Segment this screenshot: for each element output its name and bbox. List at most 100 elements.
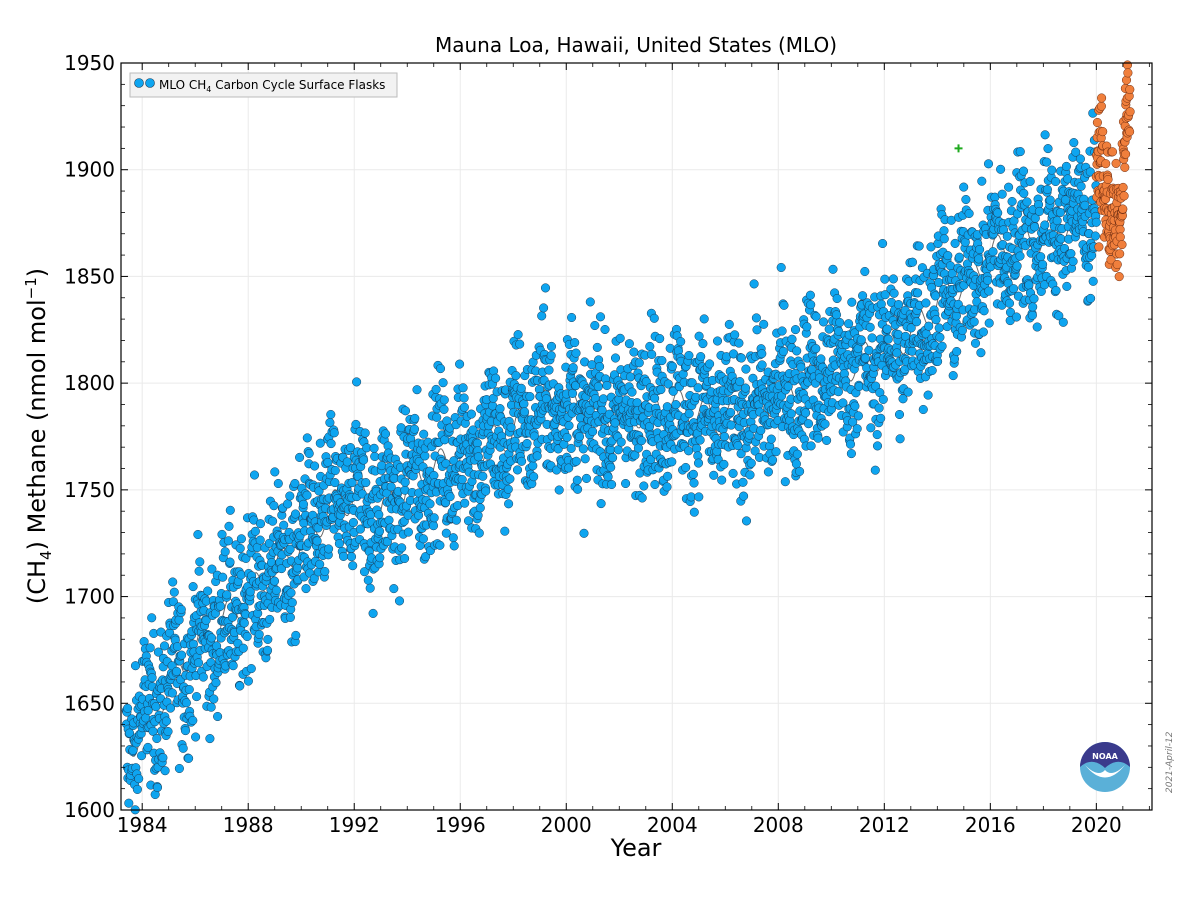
data-point bbox=[342, 457, 352, 467]
data-point bbox=[168, 577, 178, 587]
data-point bbox=[1060, 195, 1071, 205]
data-point bbox=[302, 433, 312, 443]
data-point bbox=[429, 513, 439, 523]
data-point bbox=[610, 418, 620, 428]
data-point bbox=[988, 247, 998, 257]
data-point bbox=[132, 784, 142, 794]
preliminary-point bbox=[1098, 127, 1108, 137]
data-point bbox=[1024, 280, 1034, 290]
data-point bbox=[629, 347, 639, 357]
data-point bbox=[692, 443, 702, 453]
axis-ticks bbox=[121, 62, 1152, 811]
preliminary-point bbox=[1114, 272, 1124, 282]
data-point bbox=[528, 461, 538, 471]
data-point bbox=[766, 434, 776, 444]
preliminary-point bbox=[1103, 174, 1113, 185]
data-point bbox=[567, 312, 577, 323]
data-point bbox=[1042, 157, 1052, 167]
data-point bbox=[1007, 196, 1017, 207]
data-point bbox=[394, 596, 405, 606]
data-point bbox=[950, 238, 960, 248]
data-point bbox=[540, 283, 551, 293]
data-point bbox=[262, 645, 273, 655]
data-point bbox=[143, 742, 153, 752]
data-point bbox=[865, 322, 875, 332]
data-point bbox=[801, 408, 811, 418]
data-point bbox=[935, 332, 945, 342]
data-point bbox=[939, 234, 949, 244]
data-point bbox=[735, 377, 745, 387]
x-axis-label: Year bbox=[610, 834, 662, 862]
noaa-logo: NOAA bbox=[1080, 742, 1130, 792]
data-point bbox=[511, 371, 521, 381]
legend-label-prefix: MLO CH bbox=[159, 78, 206, 92]
data-point bbox=[780, 477, 790, 487]
data-point bbox=[634, 358, 644, 368]
data-point bbox=[880, 274, 890, 284]
data-point bbox=[425, 499, 435, 509]
data-point bbox=[806, 300, 816, 310]
data-point bbox=[1030, 213, 1040, 223]
data-point bbox=[693, 458, 704, 468]
data-point bbox=[914, 241, 924, 251]
data-point bbox=[657, 356, 667, 366]
data-point bbox=[585, 405, 595, 415]
data-point bbox=[176, 604, 186, 615]
data-point bbox=[475, 503, 485, 513]
data-point bbox=[1052, 216, 1062, 226]
data-point bbox=[924, 321, 934, 331]
data-point bbox=[315, 438, 325, 448]
data-point bbox=[1005, 307, 1016, 317]
data-point bbox=[736, 449, 746, 459]
data-point bbox=[468, 425, 478, 435]
data-point bbox=[892, 348, 902, 358]
preliminary-point bbox=[1115, 232, 1125, 242]
data-point bbox=[374, 510, 384, 520]
data-point bbox=[570, 338, 580, 348]
data-point bbox=[571, 456, 581, 466]
data-point bbox=[255, 519, 266, 529]
data-point bbox=[1061, 161, 1071, 171]
data-point bbox=[304, 448, 314, 459]
data-point bbox=[1004, 182, 1014, 192]
data-point bbox=[860, 266, 870, 277]
data-point bbox=[907, 257, 918, 267]
data-point bbox=[588, 426, 598, 437]
data-point bbox=[236, 570, 246, 580]
data-point bbox=[610, 353, 621, 363]
data-point bbox=[898, 394, 908, 404]
x-tick-label: 2016 bbox=[965, 813, 1016, 837]
data-point bbox=[242, 631, 252, 642]
data-point bbox=[441, 459, 451, 469]
data-point bbox=[269, 576, 280, 586]
data-point bbox=[802, 322, 812, 332]
data-point bbox=[983, 159, 994, 169]
data-point bbox=[505, 474, 515, 484]
data-point bbox=[786, 409, 796, 419]
preliminary-point bbox=[1120, 162, 1130, 172]
data-point bbox=[403, 527, 413, 537]
data-point bbox=[500, 526, 510, 536]
legend-box bbox=[129, 72, 398, 98]
data-point bbox=[699, 314, 709, 324]
data-point bbox=[286, 588, 296, 598]
data-point bbox=[224, 521, 234, 531]
data-point bbox=[222, 590, 232, 600]
data-point bbox=[165, 703, 176, 713]
data-point bbox=[215, 601, 225, 611]
preliminary-point bbox=[1092, 117, 1102, 128]
data-point bbox=[759, 319, 769, 329]
data-point bbox=[375, 553, 385, 563]
data-point bbox=[438, 378, 448, 388]
data-point bbox=[458, 383, 468, 393]
data-point bbox=[473, 452, 483, 462]
data-point bbox=[1025, 176, 1035, 186]
data-point bbox=[728, 468, 738, 478]
data-point bbox=[889, 288, 899, 298]
data-point bbox=[457, 474, 467, 485]
data-point bbox=[590, 320, 600, 331]
data-point bbox=[124, 728, 135, 738]
data-point bbox=[698, 339, 708, 349]
data-point bbox=[193, 658, 204, 668]
data-point bbox=[979, 306, 989, 316]
